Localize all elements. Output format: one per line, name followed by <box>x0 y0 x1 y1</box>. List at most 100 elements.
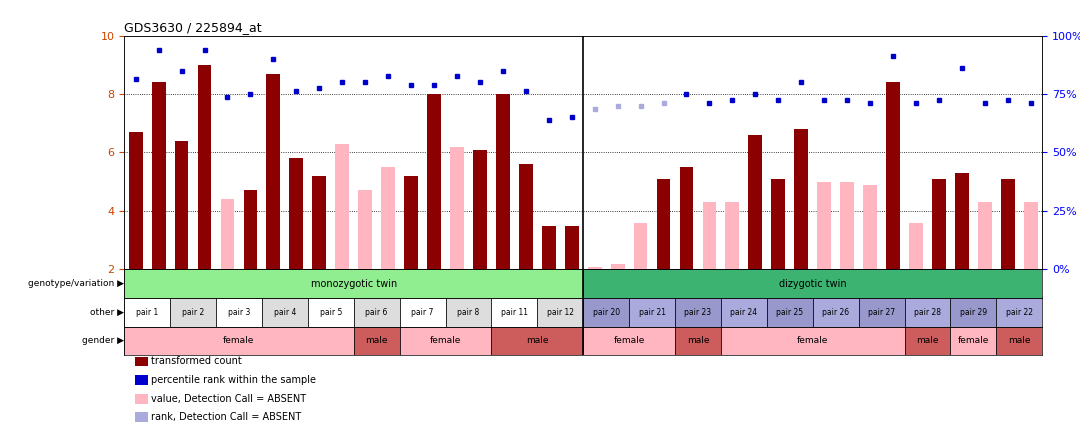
Bar <box>721 327 905 355</box>
Bar <box>171 298 216 327</box>
Bar <box>220 199 234 270</box>
Bar <box>129 132 143 270</box>
Text: pair 20: pair 20 <box>593 308 620 317</box>
Bar <box>400 298 446 327</box>
Text: male: male <box>365 337 388 345</box>
Bar <box>859 298 905 327</box>
Bar <box>381 167 395 270</box>
Bar <box>289 159 303 270</box>
Text: pair 24: pair 24 <box>730 308 757 317</box>
Bar <box>565 226 579 270</box>
Bar <box>583 327 675 355</box>
Text: female: female <box>224 337 255 345</box>
Bar <box>887 82 900 270</box>
Bar <box>588 266 602 270</box>
Bar <box>267 74 281 270</box>
Bar <box>216 298 262 327</box>
Bar <box>771 179 785 270</box>
Bar <box>1024 202 1038 270</box>
Bar <box>950 298 997 327</box>
Bar <box>997 327 1042 355</box>
Text: pair 29: pair 29 <box>960 308 987 317</box>
Text: pair 22: pair 22 <box>1005 308 1032 317</box>
Bar <box>748 135 762 270</box>
Bar <box>538 298 583 327</box>
Bar <box>583 298 629 327</box>
Text: male: male <box>526 337 549 345</box>
Bar <box>932 179 946 270</box>
Bar <box>262 298 308 327</box>
Text: transformed count: transformed count <box>151 357 242 366</box>
Bar <box>124 270 583 298</box>
Text: pair 4: pair 4 <box>273 308 296 317</box>
Bar <box>675 298 721 327</box>
Bar <box>473 150 487 270</box>
Text: female: female <box>958 337 989 345</box>
Bar <box>124 298 171 327</box>
Text: pair 2: pair 2 <box>181 308 204 317</box>
Bar <box>151 82 165 270</box>
Bar <box>657 179 671 270</box>
Bar <box>308 298 354 327</box>
Bar <box>175 141 189 270</box>
Bar <box>446 298 491 327</box>
Bar <box>542 226 556 270</box>
Text: male: male <box>687 337 710 345</box>
Bar <box>978 202 991 270</box>
Text: male: male <box>916 337 939 345</box>
Bar <box>909 222 923 270</box>
Bar <box>583 270 1042 298</box>
Text: pair 11: pair 11 <box>501 308 528 317</box>
Bar <box>519 164 532 270</box>
Text: pair 8: pair 8 <box>457 308 480 317</box>
Text: value, Detection Call = ABSENT: value, Detection Call = ABSENT <box>151 394 307 404</box>
Bar <box>428 94 441 270</box>
Bar <box>244 190 257 270</box>
Bar <box>611 264 624 270</box>
Bar <box>404 176 418 270</box>
Bar <box>679 167 693 270</box>
Text: pair 7: pair 7 <box>411 308 434 317</box>
Bar <box>630 298 675 327</box>
Bar <box>496 94 510 270</box>
Bar <box>336 144 349 270</box>
Bar <box>124 327 354 355</box>
Text: gender ▶: gender ▶ <box>82 337 124 345</box>
Bar <box>726 202 739 270</box>
Text: pair 21: pair 21 <box>638 308 665 317</box>
Bar <box>997 298 1042 327</box>
Bar <box>450 147 464 270</box>
Text: pair 5: pair 5 <box>320 308 342 317</box>
Text: pair 25: pair 25 <box>777 308 804 317</box>
Text: pair 6: pair 6 <box>365 308 388 317</box>
Bar <box>721 298 767 327</box>
Text: pair 12: pair 12 <box>546 308 573 317</box>
Text: pair 23: pair 23 <box>685 308 712 317</box>
Text: genotype/variation ▶: genotype/variation ▶ <box>28 279 124 288</box>
Text: female: female <box>430 337 461 345</box>
Text: female: female <box>613 337 645 345</box>
Text: percentile rank within the sample: percentile rank within the sample <box>151 375 316 385</box>
Bar <box>354 298 400 327</box>
Text: female: female <box>797 337 828 345</box>
Bar <box>354 327 400 355</box>
Bar <box>863 185 877 270</box>
Bar <box>905 298 950 327</box>
Text: pair 26: pair 26 <box>822 308 849 317</box>
Bar <box>198 65 212 270</box>
Bar <box>795 129 808 270</box>
Bar <box>813 298 859 327</box>
Text: GDS3630 / 225894_at: GDS3630 / 225894_at <box>124 21 261 34</box>
Bar <box>491 327 583 355</box>
Bar <box>1001 179 1015 270</box>
Bar <box>359 190 372 270</box>
Bar <box>767 298 813 327</box>
Bar <box>840 182 854 270</box>
Text: monozygotic twin: monozygotic twin <box>311 279 396 289</box>
Bar <box>905 327 950 355</box>
Text: pair 27: pair 27 <box>868 308 895 317</box>
Bar <box>491 298 538 327</box>
Text: other ▶: other ▶ <box>91 308 124 317</box>
Bar <box>702 202 716 270</box>
Bar <box>312 176 326 270</box>
